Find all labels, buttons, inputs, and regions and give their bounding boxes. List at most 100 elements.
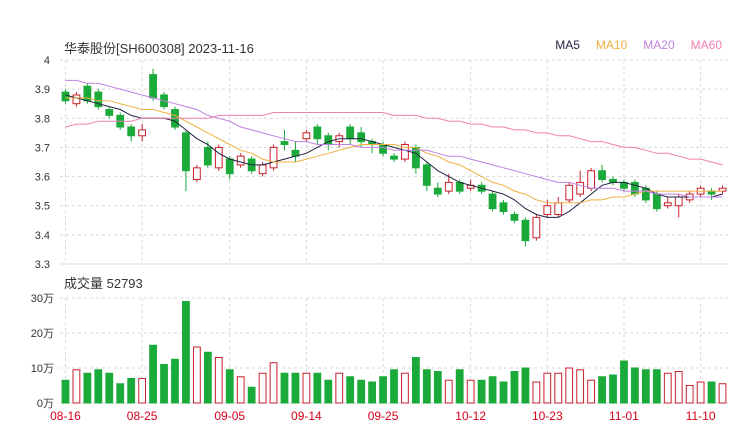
- price-tick-label: 4: [44, 55, 50, 67]
- volume-bar: [412, 357, 420, 404]
- candle-body: [280, 141, 289, 146]
- volume-bar: [105, 372, 114, 404]
- legend-ma20: MA20: [643, 38, 675, 52]
- volume-bar: [422, 369, 431, 404]
- price-tick-label: 3.5: [35, 201, 50, 213]
- price-tick-label: 3.9: [35, 84, 50, 96]
- volume-bar: [718, 383, 727, 404]
- date-tick-label: 08-16: [50, 409, 81, 423]
- candle-body: [510, 213, 519, 221]
- price-tick-label: 3.6: [35, 172, 50, 184]
- price-tick-label: 3.7: [35, 142, 50, 154]
- volume-bar: [313, 372, 322, 404]
- date-tick-label: 09-14: [291, 409, 322, 423]
- volume-bar: [171, 358, 179, 404]
- candle-body: [269, 146, 278, 169]
- volume-bar: [576, 369, 585, 404]
- candle-body: [433, 187, 442, 195]
- candle-body: [214, 146, 223, 169]
- volume-bar: [368, 381, 376, 404]
- volume-bar: [302, 372, 311, 404]
- volume-bar: [214, 357, 223, 404]
- volume-bar: [707, 381, 716, 404]
- ma-line-ma20: [65, 79, 723, 198]
- volume-bar: [280, 372, 289, 404]
- candle-body: [422, 164, 431, 186]
- volume-tick-label: 0万: [37, 398, 54, 410]
- ma-legend: MA5 MA10 MA20 MA60: [555, 38, 722, 52]
- ma-line-ma60: [65, 112, 723, 166]
- candle-body: [554, 202, 563, 215]
- candle-body: [390, 155, 398, 160]
- legend-ma5: MA5: [555, 38, 580, 52]
- volume-bar: [696, 381, 705, 404]
- date-tick-label: 10-12: [455, 409, 486, 423]
- candle-body: [532, 216, 541, 239]
- volume-bar: [192, 346, 201, 404]
- volume-bar: [674, 371, 683, 404]
- volume-bar: [433, 371, 442, 404]
- candle-body: [357, 132, 366, 143]
- candle-body: [236, 155, 245, 166]
- volume-bar: [225, 369, 234, 404]
- volume-bar: [444, 379, 453, 404]
- volume-bar: [663, 372, 672, 404]
- candle-body: [105, 109, 114, 116]
- candle-body: [455, 181, 464, 192]
- candle-body: [663, 202, 672, 207]
- volume-bar: [587, 379, 596, 404]
- candle-body: [598, 170, 606, 180]
- candle-body: [127, 126, 136, 137]
- volume-bar: [477, 379, 486, 404]
- volume-bar: [565, 367, 574, 404]
- date-tick-label: 11-10: [686, 409, 716, 423]
- volume-bar: [499, 381, 508, 404]
- candle-body: [302, 132, 311, 140]
- price-tick-label: 3.8: [35, 113, 50, 125]
- candle-body: [488, 193, 497, 210]
- volume-bar: [466, 379, 475, 404]
- volume-bar: [401, 372, 409, 404]
- volume-bar: [609, 374, 617, 404]
- volume-bar: [160, 364, 168, 404]
- volume-bar: [138, 378, 147, 404]
- legend-ma10: MA10: [595, 38, 628, 52]
- volume-tick-label: 20万: [31, 328, 54, 340]
- price-tick-label: 3.4: [35, 230, 50, 242]
- volume-bar: [324, 379, 333, 404]
- candle-body: [499, 202, 508, 213]
- volume-bar: [269, 362, 278, 404]
- candle-body: [182, 132, 190, 172]
- date-tick-label: 11-01: [609, 409, 639, 423]
- volume-bar: [83, 372, 92, 404]
- volume-bar: [291, 372, 300, 404]
- volume-bar: [236, 376, 245, 404]
- candle-body: [631, 181, 639, 195]
- volume-bar: [116, 383, 125, 404]
- price-tick-label: 3.3: [35, 259, 50, 271]
- candle-body: [225, 158, 234, 175]
- candle-body: [543, 205, 552, 215]
- volume-bar: [543, 372, 552, 404]
- candle-body: [203, 146, 212, 166]
- ma-line-ma10: [65, 97, 723, 204]
- volume-bar: [598, 376, 606, 404]
- volume-tick-label: 30万: [31, 293, 54, 305]
- candle-body: [652, 193, 661, 210]
- legend-ma60: MA60: [690, 38, 722, 52]
- date-tick-label: 08-25: [127, 409, 158, 423]
- volume-bar: [685, 385, 694, 404]
- candle-body: [138, 129, 147, 137]
- volume-bar: [203, 351, 212, 404]
- date-tick-label: 09-25: [368, 409, 399, 423]
- volume-bar: [346, 376, 355, 404]
- candle-body: [587, 170, 596, 189]
- candle-body: [674, 196, 683, 207]
- volume-bar: [455, 369, 464, 404]
- candle-body: [444, 181, 453, 192]
- candle-body: [258, 164, 267, 175]
- candle-body: [718, 187, 727, 192]
- candle-body: [565, 184, 574, 201]
- date-tick-label: 10-23: [532, 409, 563, 423]
- candle-body: [94, 91, 103, 108]
